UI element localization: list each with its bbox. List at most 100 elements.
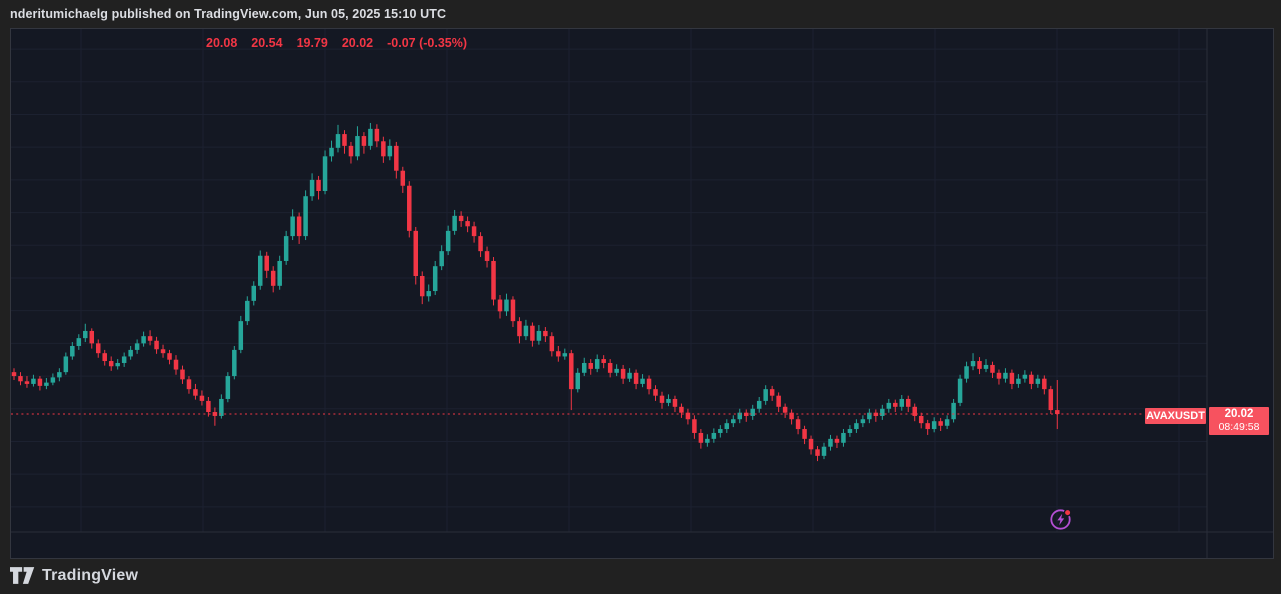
candle-body-down	[620, 368, 626, 379]
candle-body-down	[698, 432, 704, 443]
candle-body-up	[666, 398, 671, 403]
flash-icon	[1050, 508, 1072, 530]
candle-body-down	[679, 406, 684, 413]
candle-body-down	[588, 362, 593, 369]
last-price-value: 20.02	[1224, 408, 1254, 420]
candle-body-up	[141, 336, 146, 344]
candle-body-down	[1009, 372, 1015, 384]
candle-body-up	[957, 378, 963, 403]
candle-body-up	[523, 325, 529, 337]
candle-body-up	[115, 362, 120, 367]
candle-body-down	[95, 343, 101, 354]
candle-body-down	[925, 423, 930, 430]
candle-body-up	[245, 300, 250, 322]
candle-body-up	[886, 402, 892, 409]
candle-body-down	[147, 336, 153, 341]
candle-body-down	[808, 438, 814, 450]
candle-body-up	[860, 419, 866, 424]
candle-body-up	[575, 372, 581, 390]
candle-body-up	[944, 419, 950, 426]
candle-body-up	[880, 408, 885, 416]
candle-body-down	[11, 372, 17, 377]
published-line: nderitumichaelg published on TradingView…	[10, 7, 447, 21]
candle-body-down	[24, 381, 30, 384]
candle-body-up	[614, 368, 619, 373]
candle-body-down	[893, 402, 898, 407]
legend-low: 19.79	[296, 36, 328, 50]
candle-body-up	[1003, 372, 1008, 379]
candle-body-up	[44, 382, 49, 386]
candle-body-down	[789, 412, 794, 420]
candle-body-up	[426, 291, 431, 297]
candle-body-up	[828, 438, 833, 447]
candle-body-down	[270, 270, 276, 286]
candle-body-up	[705, 438, 710, 443]
candle-body-up	[737, 412, 743, 420]
candle-body-down	[471, 226, 477, 237]
candle-body-up	[290, 216, 295, 237]
candle-body-up	[238, 321, 244, 350]
candle-body-down	[938, 421, 943, 426]
tradingview-logo-link[interactable]: TradingView	[10, 567, 138, 585]
candle-body-down	[743, 412, 749, 416]
candle-body-down	[465, 221, 470, 227]
candle-body-up	[931, 421, 937, 430]
candle-body-up	[562, 353, 568, 357]
candle-body-down	[815, 449, 820, 456]
attribution-bar: nderitumichaelg published on TradingView…	[0, 0, 1281, 28]
candle-body-down	[484, 251, 490, 261]
candle-body-down	[510, 299, 516, 322]
candle-body-down	[316, 179, 321, 191]
candle-body-down	[556, 351, 561, 357]
last-price-axis-label: 20.02 08:49:58	[1209, 407, 1269, 435]
candle-body-down	[491, 260, 496, 300]
candle-body-down	[102, 353, 107, 362]
ohlc-legend: 20.08 20.54 19.79 20.02 -0.07 (-0.35%)	[206, 34, 467, 52]
candle-body-down	[782, 406, 788, 413]
candle-body-up	[134, 343, 140, 350]
legend-close: 20.02	[341, 36, 374, 50]
candle-body-up	[219, 398, 224, 416]
candle-body-down	[918, 415, 924, 424]
candle-body-down	[206, 400, 211, 413]
candle-body-down	[458, 215, 464, 222]
candle-body-down	[37, 378, 43, 386]
candle-body-up	[309, 179, 315, 197]
candle-body-up	[128, 349, 133, 357]
footer-bar: TradingView	[0, 557, 1281, 594]
candle-body-down	[413, 230, 419, 277]
candle-body-up	[718, 429, 723, 433]
candle-body-up	[750, 408, 755, 416]
legend-open: 20.08	[206, 36, 238, 50]
candle-body-down	[646, 378, 652, 390]
candle-body-down	[633, 372, 639, 384]
chart-svg[interactable]	[11, 29, 1273, 558]
candle-body-up	[329, 147, 334, 157]
candle-body-up	[452, 215, 457, 231]
candle-body-down	[264, 255, 269, 271]
candle-body-down	[672, 398, 678, 407]
candle-body-up	[504, 299, 509, 312]
candle-body-down	[990, 364, 995, 373]
chart-panel[interactable]: 20.08 20.54 19.79 20.02 -0.07 (-0.35%) A…	[10, 28, 1274, 559]
candle-body-up	[70, 345, 75, 357]
flash-minds-button[interactable]	[1048, 506, 1074, 532]
candle-body-up	[724, 423, 730, 430]
candle-body-down	[659, 395, 665, 403]
candle-body-down	[549, 336, 555, 352]
candle-body-up	[335, 134, 341, 148]
candle-body-down	[381, 141, 386, 157]
candle-body-up	[627, 372, 632, 379]
candle-body-up	[1016, 378, 1021, 384]
candle-body-up	[763, 389, 768, 401]
candle-body-down	[1048, 389, 1054, 411]
candle-body-down	[607, 362, 613, 373]
candle-body-down	[374, 128, 380, 142]
candle-body-down	[685, 412, 691, 420]
candle-body-down	[1055, 410, 1060, 414]
candle-body-down	[419, 276, 425, 297]
candle-body-down	[601, 359, 606, 363]
candle-body-down	[977, 361, 982, 369]
candle-body-down	[89, 330, 95, 344]
candle-body-up	[536, 330, 542, 341]
